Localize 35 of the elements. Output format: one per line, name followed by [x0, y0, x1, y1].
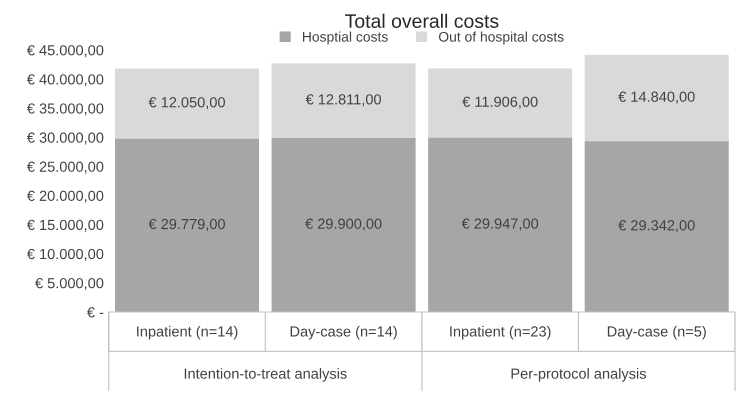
bar [428, 68, 572, 138]
bar [115, 138, 260, 312]
data-label: € 29.900,00 [305, 218, 382, 231]
y-tick-label: € 45.000,00 [26, 45, 104, 58]
y-tick-label: € 35.000,00 [26, 103, 104, 116]
y-tick-label: € - [86, 307, 104, 318]
chart-title: Total overall costs [345, 14, 498, 28]
text: Intention-to-treat analysis [184, 368, 347, 382]
data-label: € 29.342,00 [618, 220, 695, 232]
legend-label: Hosptial costs [302, 31, 388, 44]
y-tick-label: € 20.000,00 [26, 190, 104, 203]
x-tick-label: Inpatient (n=23) [450, 326, 551, 340]
data-label: € 12.050,00 [148, 97, 225, 110]
y-tick-label: € 10.000,00 [26, 248, 104, 261]
data-label: € 29.779,00 [148, 218, 225, 231]
y-tick-label: € 15.000,00 [26, 220, 104, 232]
data-label: € 11.906,00 [462, 96, 538, 109]
x-tick-label: Day-case (n=14) [290, 326, 397, 340]
y-tick-label: € 30.000,00 [26, 132, 104, 144]
data-label: € 29.947,00 [462, 218, 538, 230]
y-tick-label: € 25.000,00 [26, 162, 104, 174]
y-tick-label: € 5.000,00 [35, 278, 104, 290]
bar [428, 138, 572, 312]
bar [584, 54, 729, 142]
x-tick-label: Day-case (n=5) [608, 326, 706, 340]
legend-label: Out of hospital costs [438, 31, 564, 44]
y-tick-label: € 40.000,00 [26, 74, 104, 86]
text: Per-protocol analysis [512, 368, 646, 382]
bar [272, 138, 416, 312]
bar [115, 68, 260, 139]
data-label: € 12.811,00 [306, 94, 382, 106]
bar [272, 63, 416, 138]
data-label: € 14.840,00 [618, 92, 695, 104]
x-tick-label: Inpatient (n=14) [137, 326, 238, 340]
bar [584, 141, 729, 312]
